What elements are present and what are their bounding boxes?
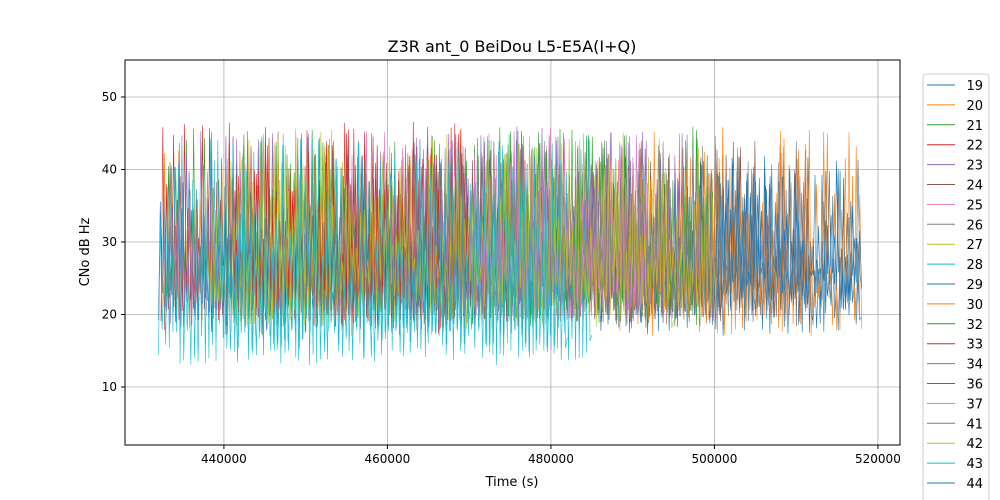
legend-label: 43 (966, 457, 983, 472)
x-tick-label: 520000 (855, 452, 901, 466)
plot-lines (158, 121, 862, 366)
y-tick-label: 40 (102, 162, 117, 176)
series-line-30 (616, 127, 862, 337)
legend-label: 34 (966, 358, 983, 373)
y-tick-label: 20 (102, 307, 117, 321)
x-tick-label: 460000 (365, 452, 411, 466)
legend-label: 22 (966, 139, 983, 154)
legend-label: 36 (966, 378, 983, 393)
legend-label: 20 (966, 99, 983, 114)
legend-box (922, 73, 990, 500)
y-tick-label: 50 (102, 90, 117, 104)
legend: 19 20 21 22 23 24 25 26 27 28 29 30 32 33 34 36 37 41 42 43… (922, 73, 990, 500)
x-tick-label: 480000 (528, 452, 574, 466)
x-axis-label: Time (s) (485, 475, 539, 490)
legend-label: 44 (966, 477, 983, 492)
legend-label: 41 (966, 417, 983, 432)
series-line-43 (223, 133, 568, 358)
legend-label: 42 (966, 437, 983, 452)
legend-label: 27 (966, 238, 983, 253)
legend-label: 23 (966, 159, 983, 174)
plot-frame (124, 59, 901, 446)
series-line-44 (714, 169, 862, 314)
x-axis-ticks: 440000 460000 480000 500000 520000 (201, 445, 901, 466)
y-axis-ticks: 10 20 30 40 50 (102, 90, 125, 394)
legend-label: 30 (966, 298, 983, 313)
legend-label: 28 (966, 258, 983, 273)
legend-label: 19 (966, 79, 983, 94)
x-tick-label: 440000 (201, 452, 247, 466)
y-axis-label: CNo dB Hz (78, 217, 93, 286)
legend-label: 26 (966, 218, 983, 233)
legend-label: 32 (966, 318, 983, 333)
y-tick-label: 30 (102, 235, 117, 249)
series-line-36 (305, 141, 511, 322)
legend-label: 25 (966, 198, 983, 213)
series-line-42 (240, 133, 715, 322)
x-tick-label: 500000 (692, 452, 738, 466)
series-line-41 (509, 140, 813, 322)
y-tick-label: 10 (102, 380, 117, 394)
legend-label: 24 (966, 179, 983, 194)
legend-label: 37 (966, 397, 983, 412)
legend-label: 21 (966, 119, 983, 134)
legend-label: 33 (966, 338, 983, 353)
legend-label: 29 (966, 278, 983, 293)
chart-title: Z3R ant_0 BeiDou L5-E5A(I+Q) (388, 37, 637, 57)
